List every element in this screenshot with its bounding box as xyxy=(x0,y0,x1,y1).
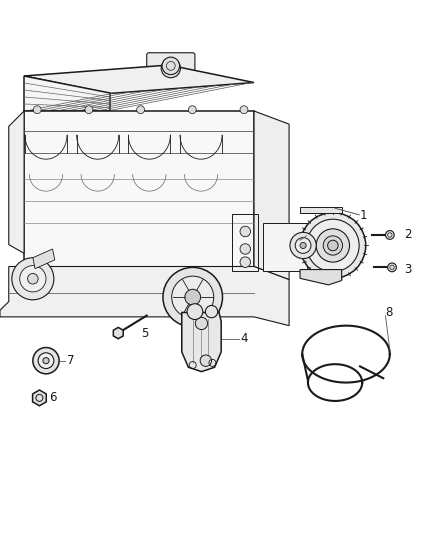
Polygon shape xyxy=(113,327,123,339)
Circle shape xyxy=(240,106,248,114)
Polygon shape xyxy=(33,249,55,269)
Circle shape xyxy=(385,231,394,239)
Circle shape xyxy=(328,240,338,251)
Text: 2: 2 xyxy=(404,229,411,241)
Polygon shape xyxy=(263,223,307,271)
Text: 1: 1 xyxy=(360,209,367,222)
Circle shape xyxy=(33,106,41,114)
Circle shape xyxy=(172,276,214,318)
Text: 8: 8 xyxy=(385,306,393,319)
Circle shape xyxy=(163,268,223,327)
Polygon shape xyxy=(300,207,342,213)
Polygon shape xyxy=(24,111,254,266)
Circle shape xyxy=(323,236,343,255)
Circle shape xyxy=(300,213,366,278)
Circle shape xyxy=(316,229,350,262)
Circle shape xyxy=(185,289,201,305)
Circle shape xyxy=(162,57,180,75)
Circle shape xyxy=(290,232,316,259)
Polygon shape xyxy=(32,390,46,406)
Circle shape xyxy=(137,106,145,114)
Circle shape xyxy=(307,219,359,272)
Circle shape xyxy=(161,59,180,78)
Circle shape xyxy=(200,355,212,366)
Text: 7: 7 xyxy=(67,354,74,367)
Polygon shape xyxy=(24,76,110,111)
Text: 6: 6 xyxy=(49,391,57,405)
Circle shape xyxy=(205,305,218,318)
Circle shape xyxy=(43,358,49,364)
Circle shape xyxy=(388,263,396,272)
Polygon shape xyxy=(182,312,221,372)
Circle shape xyxy=(195,317,208,329)
Circle shape xyxy=(240,244,251,254)
Polygon shape xyxy=(0,266,289,326)
Text: 3: 3 xyxy=(404,263,411,276)
Circle shape xyxy=(188,106,196,114)
Polygon shape xyxy=(254,111,289,280)
Text: 5: 5 xyxy=(141,327,148,340)
FancyBboxPatch shape xyxy=(147,53,195,77)
Polygon shape xyxy=(24,65,254,93)
Polygon shape xyxy=(9,111,24,253)
Circle shape xyxy=(33,348,59,374)
Circle shape xyxy=(187,304,203,319)
Circle shape xyxy=(240,257,251,268)
Polygon shape xyxy=(300,270,342,285)
Circle shape xyxy=(85,106,93,114)
Circle shape xyxy=(20,265,46,292)
Circle shape xyxy=(38,353,54,368)
Circle shape xyxy=(240,226,251,237)
Circle shape xyxy=(28,273,38,284)
Circle shape xyxy=(12,258,54,300)
Circle shape xyxy=(300,243,306,248)
Text: 4: 4 xyxy=(240,332,247,345)
Circle shape xyxy=(295,238,311,253)
